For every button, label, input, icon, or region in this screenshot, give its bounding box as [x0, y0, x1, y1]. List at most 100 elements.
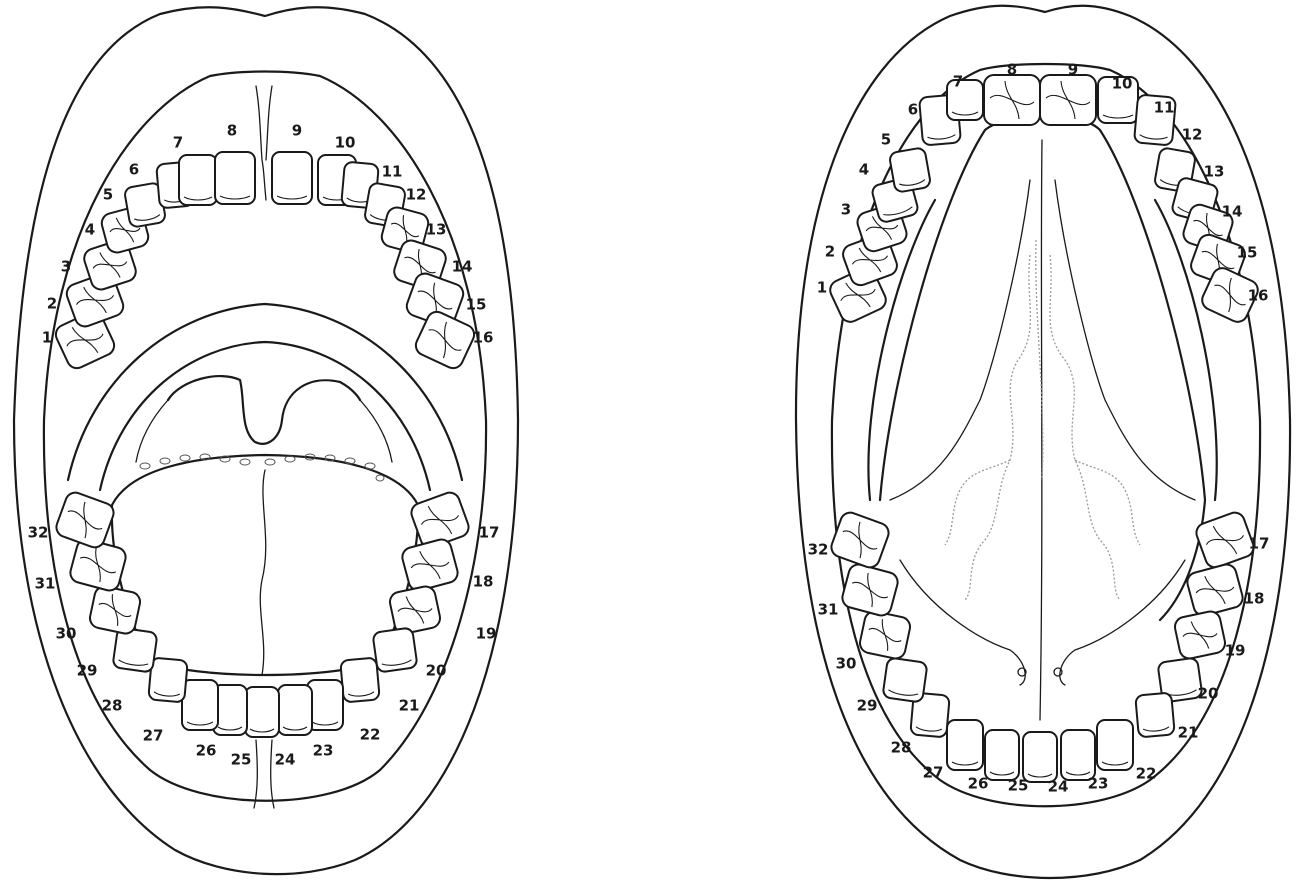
open-mouth-tongue-raised-tooth-17	[1195, 511, 1255, 569]
open-mouth-tongue-raised-tooth-label-31: 31	[818, 601, 839, 619]
left-inner-arch	[98, 340, 432, 492]
open-mouth-front-tooth-label-5: 5	[103, 186, 113, 204]
open-mouth-tongue-raised-tooth-30	[841, 563, 899, 617]
open-mouth-front-tooth-label-17: 17	[479, 524, 500, 542]
sublingual-folds	[889, 179, 1196, 501]
open-mouth-tongue-raised-tooth-5	[889, 147, 931, 193]
open-mouth-front-tooth-17	[410, 491, 470, 549]
open-mouth-tongue-raised-tooth-23	[1060, 729, 1096, 781]
left-lower-frenulum	[253, 739, 275, 809]
open-mouth-front-tooth-24	[244, 686, 280, 738]
open-mouth-tongue-raised-tooth-label-8: 8	[1007, 61, 1017, 79]
left-mouth-diagram	[12, 6, 520, 876]
open-mouth-front-tooth-label-27: 27	[143, 727, 164, 745]
open-mouth-front-tooth-5	[124, 182, 166, 228]
open-mouth-tongue-raised-tooth-9	[1039, 74, 1097, 126]
open-mouth-tongue-raised-tooth-31	[830, 511, 890, 569]
open-mouth-tongue-raised-tooth-label-4: 4	[859, 161, 869, 179]
open-mouth-tongue-raised-tooth-label-6: 6	[908, 101, 918, 119]
left-tonsil-lines	[135, 399, 393, 463]
open-mouth-tongue-raised-tooth-label-20: 20	[1198, 685, 1219, 703]
open-mouth-front-tooth-label-9: 9	[292, 122, 302, 140]
open-mouth-tongue-raised-tooth-label-23: 23	[1088, 775, 1109, 793]
open-mouth-tongue-raised-tooth-22	[1096, 719, 1134, 771]
open-mouth-front-tooth-26	[181, 679, 219, 731]
open-mouth-tongue-raised-tooth-16	[1201, 267, 1259, 323]
open-mouth-front-tooth-1	[54, 310, 116, 370]
open-mouth-tongue-raised-tooth-21	[1134, 692, 1176, 738]
open-mouth-front-tooth-8	[214, 151, 256, 205]
open-mouth-tongue-raised-tooth-label-17: 17	[1249, 535, 1270, 553]
open-mouth-tongue-raised-tooth-label-27: 27	[923, 764, 944, 782]
open-mouth-tongue-raised-tooth-11	[1133, 94, 1177, 146]
open-mouth-tongue-raised-tooth-label-22: 22	[1136, 765, 1157, 783]
open-mouth-front-tooth-23	[277, 684, 313, 736]
open-mouth-tongue-raised-tooth-label-3: 3	[841, 201, 851, 219]
open-mouth-tongue-raised-tooth-label-29: 29	[857, 697, 878, 715]
open-mouth-tongue-raised-tooth-label-14: 14	[1222, 203, 1243, 221]
open-mouth-front-tooth-label-4: 4	[85, 221, 95, 239]
open-mouth-tongue-raised-tooth-label-7: 7	[953, 73, 963, 91]
open-mouth-tongue-raised-tooth-label-5: 5	[881, 131, 891, 149]
open-mouth-front-tooth-label-23: 23	[313, 742, 334, 760]
open-mouth-front-tooth-29	[88, 585, 142, 635]
vein-left-1	[964, 254, 1032, 601]
open-mouth-tongue-raised-tooth-label-13: 13	[1204, 163, 1225, 181]
open-mouth-tongue-raised-tooth-20	[1157, 657, 1203, 703]
left-soft-palate-arch	[66, 302, 464, 482]
open-mouth-front-tooth-3	[83, 239, 137, 291]
uvula	[166, 375, 362, 445]
vein-right-1	[1049, 254, 1121, 601]
open-mouth-tongue-raised-tooth-label-32: 32	[808, 541, 829, 559]
open-mouth-tongue-raised-tooth-label-21: 21	[1178, 724, 1199, 742]
open-mouth-front-tooth-22	[306, 679, 344, 731]
open-mouth-front-tooth-label-10: 10	[335, 134, 356, 152]
open-mouth-tongue-raised-tooth-label-10: 10	[1112, 75, 1133, 93]
open-mouth-tongue-raised-tooth-label-9: 9	[1068, 61, 1078, 79]
open-mouth-front-tooth-label-29: 29	[77, 662, 98, 680]
open-mouth-tongue-raised-tooth-24	[1022, 731, 1058, 783]
open-mouth-front-tooth-label-31: 31	[35, 575, 56, 593]
vein-center	[1035, 239, 1044, 481]
open-mouth-front-tooth-label-19: 19	[476, 625, 497, 643]
open-mouth-front-tooth-label-28: 28	[102, 697, 123, 715]
open-mouth-front-tooth-label-18: 18	[473, 573, 494, 591]
open-mouth-front-tooth-9	[271, 151, 313, 205]
open-mouth-front-tooth-label-14: 14	[452, 258, 473, 276]
open-mouth-front-tooth-label-2: 2	[47, 295, 57, 313]
open-mouth-tongue-raised-tooth-27	[909, 692, 951, 738]
vein-right-2	[1074, 459, 1141, 546]
open-mouth-front-tooth-label-8: 8	[227, 122, 237, 140]
open-mouth-tongue-raised-tooth-26	[946, 719, 984, 771]
open-mouth-tongue-raised-tooth-label-28: 28	[891, 739, 912, 757]
open-mouth-tongue-raised-tooth-28	[882, 657, 928, 703]
open-mouth-front-tooth-label-26: 26	[196, 742, 217, 760]
open-mouth-tongue-raised-tooth-label-15: 15	[1237, 244, 1258, 262]
left-upper-frenulum	[255, 85, 273, 201]
open-mouth-front-tooth-18	[401, 538, 459, 592]
open-mouth-tongue-raised-tooth-29	[858, 610, 912, 660]
open-mouth-front-tooth-label-12: 12	[406, 186, 427, 204]
open-mouth-front-tooth-label-3: 3	[61, 258, 71, 276]
open-mouth-front-tooth-label-30: 30	[56, 625, 77, 643]
open-mouth-front-tooth-label-21: 21	[399, 697, 420, 715]
open-mouth-tongue-raised-tooth-label-1: 1	[817, 279, 827, 297]
open-mouth-front-tooth-label-16: 16	[473, 329, 494, 347]
open-mouth-tongue-raised-tooth-10	[1097, 76, 1139, 124]
tongue-underside	[878, 113, 1207, 622]
open-mouth-front-tooth-label-25: 25	[231, 751, 252, 769]
left-oral-cavity	[42, 70, 488, 802]
open-mouth-front-tooth-label-22: 22	[360, 726, 381, 744]
open-mouth-tongue-raised-tooth-label-12: 12	[1182, 126, 1203, 144]
open-mouth-tongue-raised-tooth-label-11: 11	[1154, 99, 1175, 117]
open-mouth-tongue-raised-tooth-label-18: 18	[1244, 590, 1265, 608]
open-mouth-front-tooth-label-7: 7	[173, 134, 183, 152]
open-mouth-front-tooth-label-1: 1	[42, 329, 52, 347]
open-mouth-front-tooth-27	[147, 657, 189, 703]
open-mouth-front-tooth-7	[178, 154, 218, 206]
open-mouth-front-tooth-16	[414, 310, 476, 370]
left-outer-lips	[12, 6, 520, 876]
